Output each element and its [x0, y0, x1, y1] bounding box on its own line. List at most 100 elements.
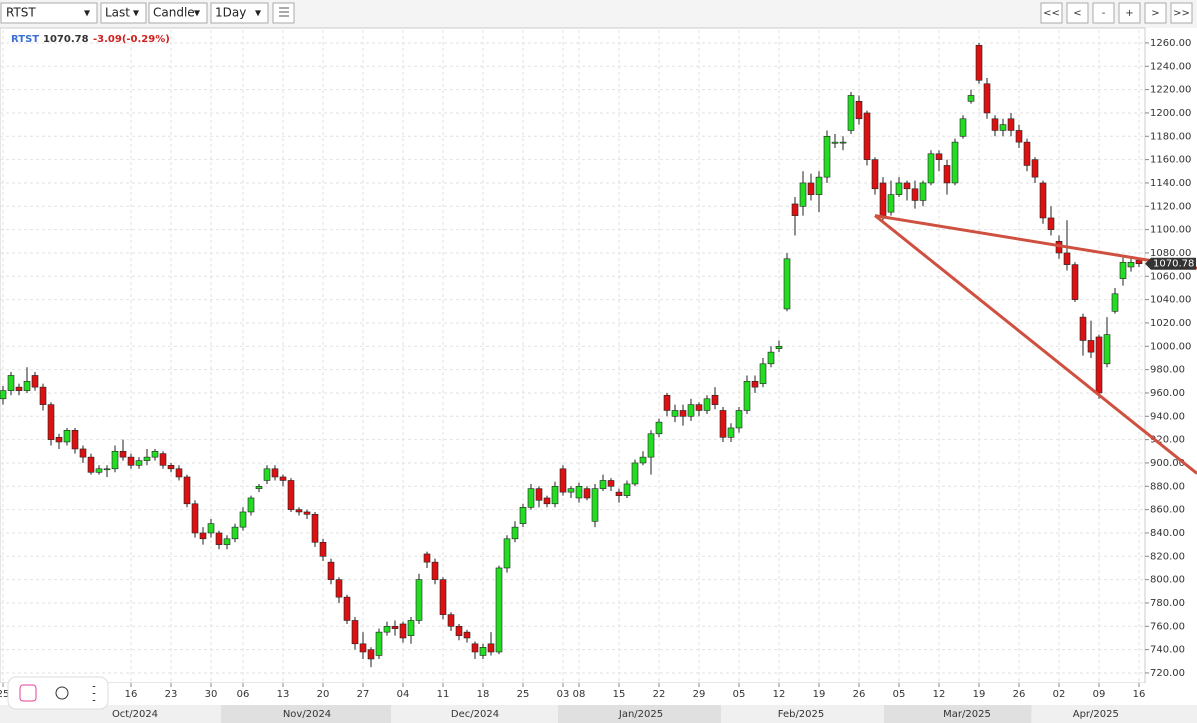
- candle-body: [903, 182, 911, 190]
- nav-button[interactable]: [1092, 2, 1115, 24]
- nav-button[interactable]: [1066, 2, 1089, 24]
- dropdown-arrow[interactable]: ▾: [84, 6, 90, 20]
- month-label: Feb/2025: [778, 709, 825, 720]
- chart-style[interactable]: Candle: [153, 6, 195, 20]
- candle-body: [983, 83, 991, 114]
- candle-body: [1135, 259, 1143, 265]
- dropdown-arrow[interactable]: ▾: [194, 6, 200, 20]
- style-box[interactable]: Candle ▾: [148, 2, 208, 24]
- candle-body: [151, 450, 159, 458]
- interval[interactable]: 1Day: [215, 6, 246, 20]
- candle-body: [1119, 261, 1127, 279]
- candle-body: [935, 153, 943, 160]
- candle-body: [1023, 141, 1031, 166]
- dropdown-arrow[interactable]: ▾: [255, 6, 261, 20]
- candle-body: [495, 567, 503, 653]
- x-tick-label: 20: [317, 689, 330, 700]
- y-tick-label: 1100.00: [1150, 225, 1191, 236]
- candle-body: [559, 468, 567, 493]
- y-tick-label: 880.00: [1150, 481, 1185, 492]
- y-tick-label: 840.00: [1150, 528, 1185, 539]
- candle-body: [231, 526, 239, 540]
- candle-body: [767, 351, 775, 365]
- nav-button-label[interactable]: +: [1125, 8, 1133, 19]
- text-tool[interactable]: [19, 684, 37, 702]
- candle-body: [87, 456, 95, 473]
- x-tick-label: 13: [277, 689, 290, 700]
- x-tick-label: 03: [557, 689, 570, 700]
- y-tick-label: 980.00: [1150, 365, 1185, 376]
- candle-body: [279, 476, 287, 481]
- candle-body: [679, 410, 687, 417]
- x-tick-label: 16: [125, 689, 138, 700]
- y-tick-label: 1260.00: [1150, 38, 1191, 49]
- y-tick-label: 740.00: [1150, 645, 1185, 656]
- candle-body: [223, 538, 231, 545]
- month-label: Apr/2025: [1073, 709, 1119, 720]
- candle-body: [479, 646, 487, 656]
- candle-body: [535, 488, 543, 501]
- candle-body: [567, 488, 575, 493]
- price-type[interactable]: Last: [105, 6, 130, 20]
- y-tick-label: 860.00: [1150, 505, 1185, 516]
- nav-button-label[interactable]: -: [1102, 8, 1106, 19]
- candle-body: [255, 485, 263, 489]
- x-tick-label: 26: [853, 689, 866, 700]
- month-band: [558, 705, 721, 723]
- x-tick-label: 22: [653, 689, 666, 700]
- x-tick-label: 15: [613, 689, 626, 700]
- plot-frame: [0, 27, 1146, 684]
- y-tick-label: 1120.00: [1150, 201, 1191, 212]
- x-tick-label: 25: [0, 689, 9, 700]
- candle-body: [527, 488, 535, 508]
- candle-body: [575, 485, 583, 499]
- candle-body: [455, 625, 463, 636]
- y-tick-label: 1200.00: [1150, 108, 1191, 119]
- candle-body: [431, 561, 439, 580]
- candle-body: [183, 476, 191, 505]
- candle-body: [711, 394, 719, 405]
- candle-body: [399, 623, 407, 639]
- candle-body: [1031, 159, 1039, 178]
- nav-button-label[interactable]: <: [1073, 8, 1081, 19]
- nav-button[interactable]: [1170, 2, 1193, 24]
- settings-button[interactable]: [272, 2, 295, 24]
- y-tick-label: 760.00: [1150, 621, 1185, 632]
- y-tick-label: 1220.00: [1150, 85, 1191, 96]
- nav-button[interactable]: [1040, 2, 1063, 24]
- candle-body: [775, 345, 783, 349]
- candle-body: [807, 182, 815, 195]
- candle-body: [783, 258, 791, 310]
- candle-body: [215, 532, 223, 545]
- candle-body: [751, 380, 759, 388]
- interval-box[interactable]: 1Day ▾: [210, 2, 269, 24]
- nav-button[interactable]: [1118, 2, 1141, 24]
- candle-body: [295, 509, 303, 513]
- header: RTST 1070.78 -3.09(-0.29%): [11, 34, 170, 45]
- nav-button-label[interactable]: <<: [1043, 8, 1060, 19]
- candle-body: [1103, 334, 1111, 365]
- dropdown-arrow[interactable]: ▾: [133, 6, 139, 20]
- candle-body: [0, 390, 7, 400]
- nav-button-label[interactable]: >>: [1173, 8, 1190, 19]
- x-tick-label: 11: [437, 689, 450, 700]
- y-tick-label: 800.00: [1150, 575, 1185, 586]
- candle-body: [287, 480, 295, 510]
- candle-body: [39, 386, 47, 405]
- y-tick-label: 1140.00: [1150, 178, 1191, 189]
- price-tag-label: 1070.78: [1153, 259, 1194, 270]
- candle-body: [823, 135, 831, 178]
- nav-button-label[interactable]: >: [1151, 8, 1159, 19]
- candle-body: [167, 464, 175, 470]
- candle-body: [271, 468, 279, 478]
- symbol-box[interactable]: RTST ▾: [0, 2, 98, 24]
- nav-button[interactable]: [1144, 2, 1167, 24]
- price-type-box[interactable]: Last ▾: [100, 2, 147, 24]
- candle-body: [335, 579, 343, 598]
- snapshot-tool[interactable]: [55, 686, 69, 700]
- symbol[interactable]: RTST: [6, 6, 36, 20]
- y-tick-label: 960.00: [1150, 388, 1185, 399]
- candle-body: [199, 532, 207, 540]
- candle-body: [63, 429, 71, 443]
